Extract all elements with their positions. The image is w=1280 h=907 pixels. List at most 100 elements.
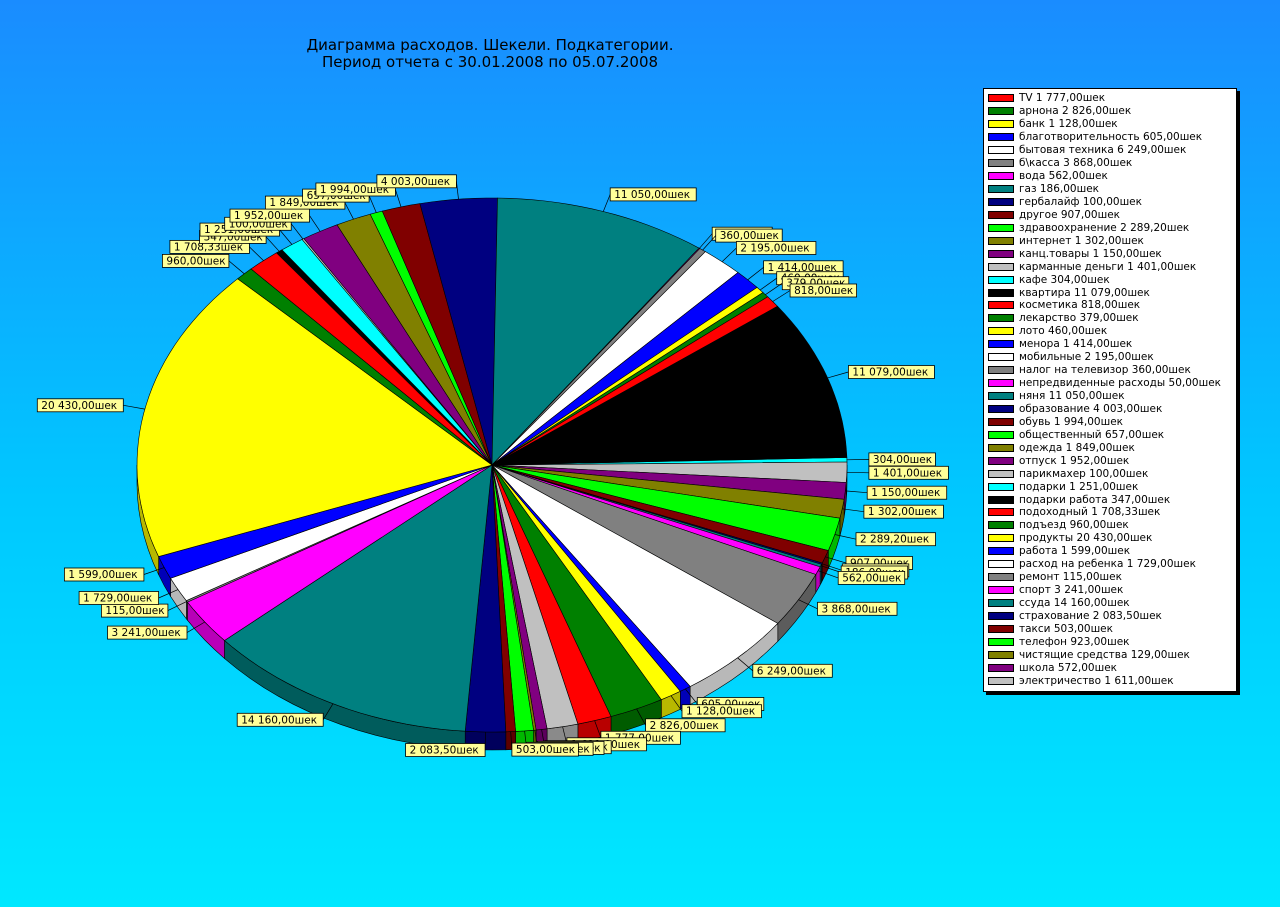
- label-leader-line: [834, 534, 857, 540]
- data-label-box: [866, 485, 948, 500]
- legend-text: подъезд 960,00шек: [1019, 519, 1129, 532]
- legend-swatch: [988, 159, 1014, 168]
- legend-item: мобильные 2 195,00шек: [988, 351, 1236, 364]
- legend-text: одежда 1 849,00шек: [1019, 441, 1135, 454]
- data-label-box: [315, 182, 396, 197]
- label-leader-line: [820, 565, 842, 573]
- data-label: 6 249,00шек: [757, 665, 826, 677]
- legend-swatch: [988, 340, 1014, 349]
- legend-swatch: [988, 249, 1014, 258]
- legend-item: ремонт 115,00шек: [988, 571, 1236, 584]
- legend-item: чистящие средства 129,00шек: [988, 648, 1236, 661]
- legend-item: банк 1 128,00шек: [988, 118, 1236, 131]
- legend-item: здравоохранение 2 289,20шек: [988, 221, 1236, 234]
- legend-swatch: [988, 404, 1014, 413]
- chart-title: Диаграмма расходов. Шекели. Подкатегории…: [240, 37, 740, 71]
- legend-swatch: [988, 94, 1014, 103]
- legend-swatch: [988, 392, 1014, 401]
- label-leader-line: [309, 215, 321, 232]
- legend-swatch: [988, 663, 1014, 672]
- label-leader-line: [721, 247, 737, 262]
- legend-swatch: [988, 262, 1014, 271]
- legend-text: интернет 1 302,00шек: [1019, 234, 1144, 247]
- legend-swatch: [988, 495, 1014, 504]
- legend-item: подъезд 960,00шек: [988, 519, 1236, 532]
- legend-swatch: [988, 469, 1014, 478]
- legend-text: такси 503,00шек: [1019, 622, 1113, 635]
- legend-swatch: [988, 430, 1014, 439]
- legend-text: квартира 11 079,00шек: [1019, 286, 1150, 299]
- legend-item: подарки работа 347,00шек: [988, 493, 1236, 506]
- legend-swatch: [988, 521, 1014, 530]
- legend-swatch: [988, 547, 1014, 556]
- data-label-box: [161, 253, 230, 268]
- legend-item: телефон 923,00шек: [988, 635, 1236, 648]
- legend-text: парикмахер 100,00шек: [1019, 467, 1149, 480]
- legend-text: образование 4 003,00шек: [1019, 402, 1163, 415]
- legend-swatch: [988, 379, 1014, 388]
- data-label: 20 430,00шек: [41, 400, 117, 412]
- legend-swatch: [988, 560, 1014, 569]
- data-label: 1 401,00шек: [873, 467, 942, 479]
- pie-slices: [136, 197, 848, 733]
- legend-item: вода 562,00шек: [988, 170, 1236, 183]
- data-label: 115,00шек: [105, 605, 164, 617]
- legend-text: вода 562,00шек: [1019, 170, 1108, 183]
- data-label: 960,00шек: [166, 255, 225, 267]
- legend-item: карманные деньги 1 401,00шек: [988, 260, 1236, 273]
- data-label: 4 003,00шек: [381, 176, 450, 188]
- legend-text: работа 1 599,00шек: [1019, 545, 1131, 558]
- legend-item: школа 572,00шек: [988, 661, 1236, 674]
- label-leader-line: [845, 490, 868, 494]
- label-leader-line: [344, 202, 354, 220]
- label-leader-line: [167, 601, 187, 611]
- legend-text: арнона 2 826,00шек: [1019, 105, 1132, 118]
- legend-text: банк 1 128,00шек: [1019, 118, 1118, 131]
- legend-item: обувь 1 994,00шек: [988, 415, 1236, 428]
- label-leader-line: [825, 556, 847, 564]
- data-label: 3 241,00шек: [112, 627, 181, 639]
- legend-swatch: [988, 508, 1014, 517]
- label-leader-line: [827, 371, 849, 379]
- legend-item: интернет 1 302,00шек: [988, 234, 1236, 247]
- legend-item: одежда 1 849,00шек: [988, 441, 1236, 454]
- data-label: 1 599,00шек: [68, 569, 137, 581]
- legend-swatch: [988, 327, 1014, 336]
- legend-item: благотворительность 605,00шек: [988, 131, 1236, 144]
- data-label: 1 729,00шек: [83, 593, 152, 605]
- data-label: 1 994,00шек: [320, 184, 389, 196]
- legend-text: чистящие средства 129,00шек: [1019, 648, 1190, 661]
- legend-text: газ 186,00шек: [1019, 183, 1100, 196]
- legend-swatch: [988, 676, 1014, 685]
- data-label-box: [36, 398, 124, 413]
- data-label: 1 708,33шек: [174, 241, 243, 253]
- legend-item: спорт 3 241,00шек: [988, 584, 1236, 597]
- legend-item: такси 503,00шек: [988, 622, 1236, 635]
- pie-slice: [223, 464, 493, 732]
- legend-text: лото 460,00шек: [1019, 325, 1108, 338]
- legend-item: общественный 657,00шек: [988, 428, 1236, 441]
- legend-text: няня 11 050,00шек: [1019, 390, 1125, 403]
- data-label-box: [376, 174, 457, 189]
- data-label-box: [736, 241, 817, 255]
- legend-text: налог на телевизор 360,00шек: [1019, 364, 1191, 377]
- data-label: 2 826,00шек: [650, 720, 719, 732]
- pie-slice: [136, 278, 493, 557]
- label-leader-line: [290, 223, 304, 240]
- data-label: 1 128,00шек: [686, 706, 755, 718]
- data-label-box: [107, 625, 188, 640]
- legend-item: электричество 1 611,00шек: [988, 674, 1236, 687]
- legend-item: подарки 1 251,00шек: [988, 480, 1236, 493]
- data-label: 1 952,00шек: [234, 210, 303, 222]
- label-leader-line: [158, 589, 179, 599]
- legend-swatch: [988, 146, 1014, 155]
- label-leader-line: [368, 195, 377, 213]
- legend-swatch: [988, 301, 1014, 310]
- legend-item: продукты 20 430,00шек: [988, 532, 1236, 545]
- data-label-box: [752, 663, 833, 678]
- data-label: 1 302,00шек: [868, 506, 937, 518]
- legend-text: благотворительность 605,00шек: [1019, 131, 1203, 144]
- legend-text: страхование 2 083,50шек: [1019, 609, 1162, 622]
- legend-item: другое 907,00шек: [988, 208, 1236, 221]
